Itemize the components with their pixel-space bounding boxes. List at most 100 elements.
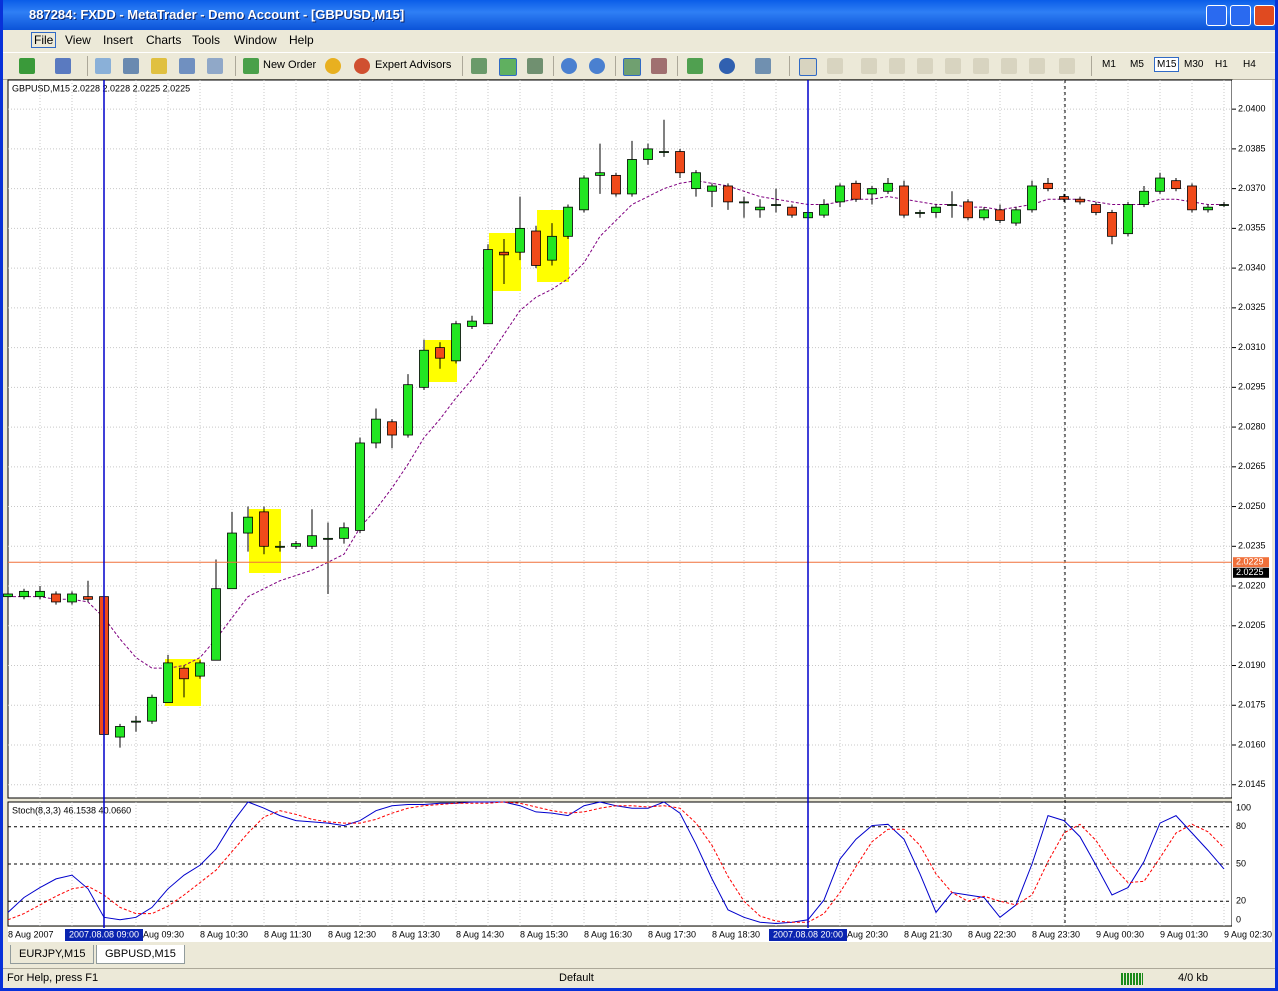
tool-icon[interactable] [1059, 58, 1075, 74]
cursor-label: 2007.08.08 09:00 [69, 929, 139, 939]
y-tick-label: 2.0325 [1238, 302, 1266, 312]
candle-body [1139, 190, 1149, 205]
new-order-button[interactable]: New Order [263, 59, 317, 71]
minimize-button[interactable] [1206, 5, 1227, 26]
maximize-button[interactable] [1230, 5, 1251, 26]
tool-icon[interactable] [123, 58, 139, 74]
status-traffic: 4/0 kb [1178, 972, 1208, 984]
menu-item[interactable]: Window [234, 33, 277, 47]
x-tick-label: 8 Aug 23:30 [1032, 929, 1080, 939]
tool-icon[interactable] [917, 58, 933, 74]
tool-icon[interactable] [623, 58, 641, 76]
menu-item[interactable]: Tools [192, 33, 221, 47]
candle-body [995, 209, 1005, 221]
candle-body [259, 511, 269, 547]
tool-icon[interactable] [151, 58, 167, 74]
separator [235, 56, 236, 76]
tool-icon[interactable] [354, 58, 370, 74]
x-tick-label: 8 Aug 09:30 [136, 929, 184, 939]
price-label-box [1233, 557, 1269, 568]
menu-item[interactable]: View [65, 33, 91, 47]
candle-body [451, 323, 461, 362]
timeframe-button[interactable]: H1 [1215, 59, 1228, 70]
y-tick-label: 2.0385 [1238, 143, 1266, 153]
tool-icon[interactable] [827, 58, 843, 74]
tool-icon[interactable] [1001, 58, 1017, 74]
candle-body [83, 596, 93, 600]
y-tick-label: 80 [1236, 821, 1246, 831]
menu-item[interactable]: File [31, 32, 57, 48]
menu-item[interactable]: Insert [103, 33, 134, 47]
candle-body [1219, 204, 1229, 206]
tool-icon[interactable] [973, 58, 989, 74]
y-tick-label: 100 [1236, 802, 1251, 812]
timeframe-button[interactable]: M30 [1184, 59, 1204, 70]
separator [677, 56, 678, 76]
chart-tab[interactable]: EURJPY,M15 [10, 945, 95, 964]
x-tick-label: 8 Aug 16:30 [584, 929, 632, 939]
candle-body [1011, 209, 1021, 224]
y-tick-label: 2.0265 [1238, 461, 1266, 471]
candle-body [883, 182, 893, 192]
tool-icon[interactable] [687, 58, 703, 74]
window-title: 887284: FXDD - MetaTrader - Demo Account… [29, 7, 405, 22]
candle-body [947, 204, 957, 206]
chart-tab[interactable]: GBPUSD,M15 [96, 945, 185, 964]
candle-body [147, 696, 157, 722]
x-tick-label: 8 Aug 12:30 [328, 929, 376, 939]
tool-icon[interactable] [889, 58, 905, 74]
candle-body [963, 201, 973, 219]
connection-indicator [1121, 973, 1143, 985]
separator [1091, 56, 1092, 76]
candle-body [1059, 196, 1069, 200]
separator [462, 56, 463, 76]
candle-body [627, 159, 637, 195]
tool-icon[interactable] [719, 58, 735, 74]
tool-icon[interactable] [561, 58, 577, 74]
menu-item[interactable]: Charts [146, 33, 182, 47]
tool-icon[interactable] [1029, 58, 1045, 74]
candle-body [35, 590, 45, 598]
timeframe-button[interactable]: H4 [1243, 59, 1256, 70]
y-tick-label: 2.0355 [1238, 223, 1266, 233]
candle-body [579, 177, 589, 211]
y-tick-label: 2.0205 [1238, 620, 1266, 630]
timeframe-button[interactable]: M1 [1102, 59, 1116, 70]
x-tick-label: 8 Aug 21:30 [904, 929, 952, 939]
cursor-label: 2007.08.08 20:00 [773, 929, 843, 939]
candle-body [739, 201, 749, 204]
tool-icon[interactable] [325, 58, 341, 74]
tool-icon[interactable] [861, 58, 877, 74]
candle-body [1155, 177, 1165, 192]
tool-icon[interactable] [19, 58, 35, 74]
close-button[interactable] [1254, 5, 1275, 26]
tool-icon[interactable] [207, 58, 223, 74]
candle-body [915, 212, 925, 214]
y-tick-label: 2.0220 [1238, 580, 1266, 590]
tool-icon[interactable] [179, 58, 195, 74]
tool-icon[interactable] [499, 58, 517, 76]
timeframe-button[interactable]: M5 [1130, 59, 1144, 70]
candle-body [227, 532, 237, 590]
candle-body [435, 347, 445, 359]
candle-body [483, 249, 493, 325]
candle-body [323, 537, 333, 540]
tool-icon[interactable] [55, 58, 71, 74]
tool-icon[interactable] [471, 58, 487, 74]
expert-advisors-button[interactable]: Expert Advisors [375, 59, 452, 71]
tool-icon[interactable] [651, 58, 667, 74]
tool-icon[interactable] [589, 58, 605, 74]
menu-item[interactable]: Help [289, 33, 314, 47]
x-tick-label: 8 Aug 2007 [8, 929, 54, 939]
tool-icon[interactable] [527, 58, 543, 74]
x-tick-label: 9 Aug 01:30 [1160, 929, 1208, 939]
tool-icon[interactable] [799, 58, 817, 76]
tool-icon[interactable] [945, 58, 961, 74]
tool-icon[interactable] [95, 58, 111, 74]
tool-icon[interactable] [755, 58, 771, 74]
tool-icon[interactable] [243, 58, 259, 74]
separator [87, 56, 88, 76]
timeframe-button[interactable]: M15 [1154, 57, 1180, 72]
candle-body [979, 209, 989, 219]
candle-body [547, 235, 557, 261]
